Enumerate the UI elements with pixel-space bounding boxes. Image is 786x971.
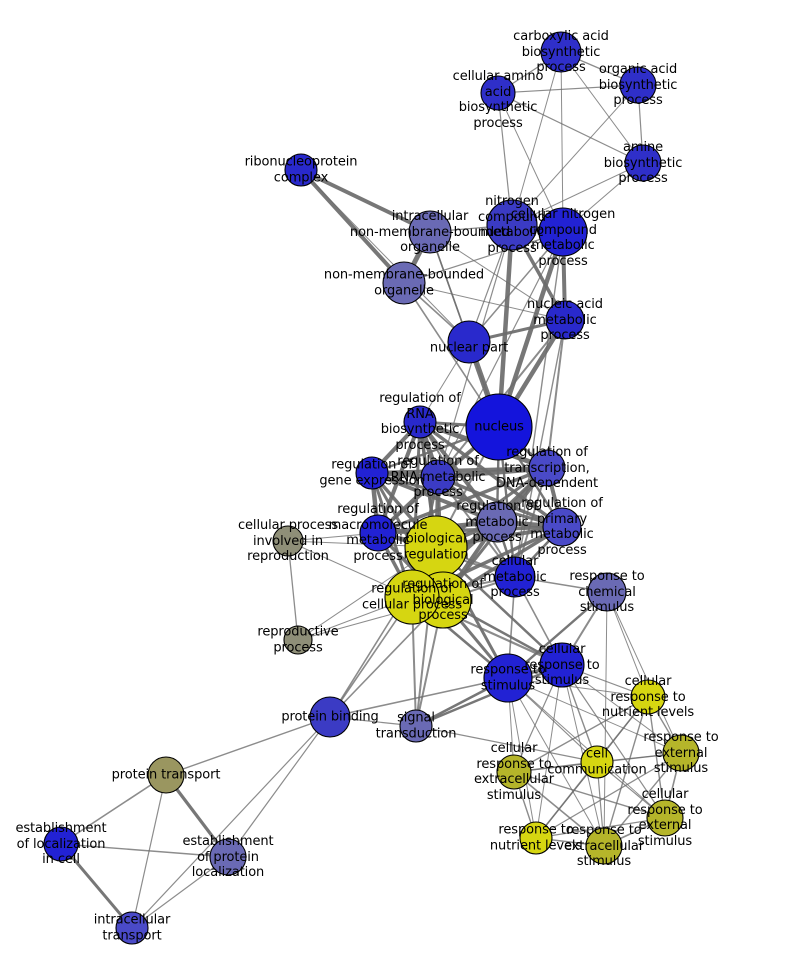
graph-edge	[497, 92, 644, 164]
graph-edge	[376, 466, 549, 535]
graph-node-ribonucleoprotein-complex[interactable]	[284, 153, 318, 187]
graph-node-protein-transport[interactable]	[147, 756, 185, 794]
graph-edge	[415, 725, 598, 763]
graph-node-response-to-extracellular-stimulus[interactable]	[585, 827, 623, 865]
graph-node-non-membrane-bounded-organelle[interactable]	[382, 261, 426, 305]
graph-node-regulation-of-transcription-dna-dependent[interactable]	[528, 449, 566, 487]
graph-edge	[513, 771, 666, 819]
graph-node-organic-acid-biosynthetic-process[interactable]	[619, 66, 657, 104]
graph-edge	[287, 540, 299, 641]
graph-node-cellular-response-to-external-stimulus[interactable]	[646, 799, 684, 837]
node-layer	[43, 31, 700, 945]
graph-node-cellular-amino-acid-biosynthetic-process[interactable]	[480, 75, 516, 111]
graph-node-response-to-chemical-stimulus[interactable]	[587, 572, 627, 612]
graph-node-intracellular-non-membrane-bounded-organelle[interactable]	[408, 210, 452, 254]
graph-edge	[414, 663, 564, 728]
graph-edge	[496, 229, 566, 430]
graph-node-nucleic-acid-metabolic-process[interactable]	[545, 300, 585, 340]
graph-node-regulation-of-metabolic-process[interactable]	[476, 501, 518, 543]
graph-edge	[513, 771, 605, 847]
graph-edge	[535, 664, 563, 839]
graph-edge	[131, 856, 229, 929]
graph-node-regulation-of-rna-biosynthetic-process[interactable]	[403, 405, 437, 439]
graph-node-cell-communication[interactable]	[580, 745, 614, 779]
graph-edge	[603, 591, 608, 847]
graph-edge	[507, 677, 682, 754]
graph-edge	[606, 591, 682, 754]
graph-node-reproductive-process[interactable]	[283, 625, 313, 655]
graph-edge	[603, 752, 682, 847]
graph-edge	[514, 231, 564, 578]
graph-edge	[299, 168, 432, 234]
graph-edge	[429, 231, 566, 321]
graph-node-biological-regulation[interactable]	[404, 515, 468, 579]
graph-edge	[535, 752, 682, 839]
graph-node-cellular-process-involved-in-reproduction[interactable]	[272, 525, 304, 557]
graph-edge	[561, 664, 682, 754]
graph-edge	[60, 843, 229, 858]
graph-node-establishment-of-protein-localization[interactable]	[209, 838, 247, 876]
graph-edge	[59, 842, 134, 930]
graph-edge	[511, 51, 562, 226]
graph-edge	[60, 774, 167, 845]
graph-edge	[131, 716, 331, 929]
graph-node-carboxylic-acid-biosynthetic-process[interactable]	[540, 31, 582, 73]
graph-node-protein-binding[interactable]	[309, 696, 351, 738]
graph-node-nucleus[interactable]	[465, 393, 533, 461]
graph-node-response-to-nutrient-levels[interactable]	[519, 821, 553, 855]
graph-edge	[560, 51, 564, 233]
graph-node-response-to-stimulus[interactable]	[483, 653, 533, 703]
graph-node-response-to-external-stimulus[interactable]	[662, 734, 700, 772]
graph-edge	[299, 168, 406, 285]
graph-edge	[227, 716, 331, 858]
graph-node-signal-transduction[interactable]	[399, 709, 433, 743]
edge-layer	[59, 51, 682, 930]
graph-edge	[507, 677, 605, 847]
graph-node-cellular-response-to-nutrient-levels[interactable]	[630, 679, 666, 715]
graph-edge	[496, 222, 515, 430]
graph-edge	[560, 51, 644, 164]
graph-edge	[403, 282, 566, 321]
graph-edge	[603, 696, 649, 847]
graph-edge	[370, 466, 549, 475]
graph-edge	[370, 471, 564, 529]
graph-node-regulation-of-primary-metabolic-process[interactable]	[542, 507, 582, 547]
graph-node-cellular-nitrogen-compound-metabolic-process[interactable]	[538, 207, 588, 257]
graph-node-regulation-of-macromolecule-metabolic-process[interactable]	[359, 514, 397, 552]
graph-edge	[300, 169, 470, 343]
graph-edge	[647, 696, 666, 819]
graph-edge	[370, 471, 499, 524]
graph-edge	[546, 319, 566, 469]
graph-node-cellular-response-to-stimulus[interactable]	[539, 642, 585, 688]
graph-edge	[437, 476, 516, 578]
graph-edge	[497, 84, 639, 94]
graph-node-cellular-metabolic-process[interactable]	[494, 556, 536, 598]
graph-node-cellular-response-to-extracellular-stimulus[interactable]	[496, 754, 532, 790]
graph-node-regulation-of-gene-expression[interactable]	[355, 456, 389, 490]
graph-node-amine-biosynthetic-process[interactable]	[624, 144, 662, 182]
graph-edge	[165, 716, 331, 776]
graph-edge	[497, 92, 564, 233]
graph-node-regulation-of-rna-metabolic-process[interactable]	[420, 459, 456, 495]
graph-edge	[403, 231, 564, 284]
graph-edge	[329, 677, 509, 718]
graph-edge	[507, 677, 666, 819]
graph-edge	[511, 84, 639, 226]
graph-node-establishment-of-localization-in-cell[interactable]	[43, 826, 79, 862]
graph-edge	[513, 696, 649, 773]
graph-node-regulation-of-cellular-process[interactable]	[384, 569, 440, 625]
graph-node-intracellular-transport[interactable]	[115, 911, 149, 945]
graph-node-nitrogen-compound-metabolic-process[interactable]	[486, 199, 538, 251]
graph-node-nuclear-part[interactable]	[447, 320, 491, 364]
